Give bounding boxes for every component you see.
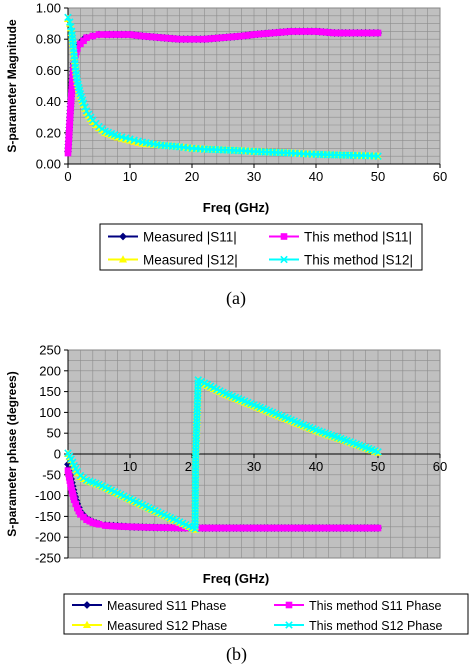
y-tick-label: -200 — [35, 530, 61, 545]
x-tick-label: 40 — [309, 169, 323, 184]
legend-swatch-marker — [280, 255, 288, 264]
x-tick-label: 60 — [433, 459, 447, 474]
legend-label: This method |S12| — [304, 253, 413, 268]
y-tick-label: -150 — [35, 509, 61, 524]
data-point — [81, 103, 89, 111]
x-tick-label: 50 — [371, 169, 385, 184]
legend-label: This method |S11| — [304, 230, 412, 245]
y-tick-label: 150 — [39, 384, 61, 399]
y-tick-label: 0 — [54, 447, 61, 462]
legend-label: Measured |S12| — [143, 253, 238, 268]
legend: Measured S11 Phase This method S11 Phase M… — [63, 593, 469, 635]
y-tick-label: 50 — [47, 426, 61, 441]
y-tick-label: 100 — [39, 405, 61, 420]
y-tick-label: 200 — [39, 363, 61, 378]
y-tick-label: 0.20 — [36, 125, 61, 140]
data-point — [95, 31, 103, 38]
legend: Measured |S11| This method |S11| Measured … — [99, 223, 423, 271]
y-tick-label: -100 — [35, 488, 61, 503]
y-tick-label: 0.40 — [36, 94, 61, 109]
series-this-method-s11 — [64, 28, 382, 157]
x-tick-label: 40 — [309, 459, 323, 474]
data-point — [374, 524, 382, 532]
legend-item-measured-s11-phase: Measured S11 Phase — [72, 599, 226, 613]
x-axis-title: Freq (GHz) — [203, 571, 269, 586]
legend-item-measured-s11: Measured |S11| — [108, 230, 237, 245]
data-point — [95, 521, 103, 528]
data-point — [374, 29, 382, 37]
legend-item-measured-s12: Measured |S12| — [108, 253, 238, 268]
legend-swatch-marker — [82, 620, 92, 629]
data-point — [374, 152, 382, 160]
x-tick-label: 20 — [185, 169, 199, 184]
legend-label: This method S11 Phase — [309, 599, 442, 613]
legend-item-this-method-s11: This method |S11| — [269, 230, 412, 245]
x-tick-label: 30 — [247, 459, 261, 474]
data-point — [79, 99, 88, 107]
y-tick-label: 1.00 — [36, 1, 61, 16]
legend-item-this-method-s11-phase: This method S11 Phase — [274, 599, 442, 613]
legend-item-this-method-s12: This method |S12| — [269, 253, 413, 268]
legend-box — [99, 223, 423, 271]
subfigure-label-b: (b) — [226, 644, 247, 664]
y-axis-title: S-parameter Magnitude — [5, 19, 19, 153]
data-point — [374, 448, 382, 456]
data-point — [89, 32, 97, 40]
legend-swatch-marker — [280, 233, 288, 240]
series-this-method-s11-phase — [64, 467, 382, 532]
legend-item-this-method-s12-phase: This method S12 Phase — [274, 619, 442, 633]
y-tick-label: 0.60 — [36, 63, 61, 78]
legend-swatch-marker — [119, 232, 127, 241]
y-tick-label: 250 — [39, 343, 61, 358]
data-point — [64, 13, 72, 22]
series-this-method-s12-phase — [64, 376, 382, 533]
y-tick-label: 0.80 — [36, 32, 61, 47]
legend-label: Measured |S11| — [143, 230, 237, 245]
x-axis-title: Freq (GHz) — [203, 200, 269, 215]
legend-swatch-marker — [285, 621, 293, 629]
x-tick-label: 10 — [123, 459, 137, 474]
legend-label: This method S12 Phase — [309, 619, 442, 633]
legend-box — [63, 593, 469, 635]
legend-label: Measured S11 Phase — [107, 599, 226, 613]
legend-swatch-marker — [83, 601, 91, 609]
y-axis-title: S-parameter phase (degrees) — [5, 371, 19, 536]
x-tick-label: 60 — [433, 169, 447, 184]
data-point — [83, 34, 90, 41]
x-tick-label: 50 — [371, 459, 385, 474]
y-tick-label: -50 — [42, 467, 61, 482]
legend-label: Measured S12 Phase — [107, 619, 227, 633]
subfigure-label-a: (a) — [226, 288, 246, 308]
series-this-method-s12 — [64, 13, 382, 160]
x-tick-label: 10 — [123, 169, 137, 184]
x-tick-label: 0 — [64, 169, 71, 184]
y-tick-label: 0.00 — [36, 157, 61, 172]
y-tick-label: -250 — [35, 551, 61, 566]
legend-swatch-marker — [285, 601, 293, 609]
chart-a: 0.00 0.20 0.40 0.60 0.80 1.00 0 10 20 30 40 50 60 Fre… — [5, 1, 447, 271]
legend-item-measured-s12-phase: Measured S12 Phase — [72, 619, 227, 633]
x-tick-label: 30 — [247, 169, 261, 184]
legend-swatch-marker — [118, 255, 128, 263]
